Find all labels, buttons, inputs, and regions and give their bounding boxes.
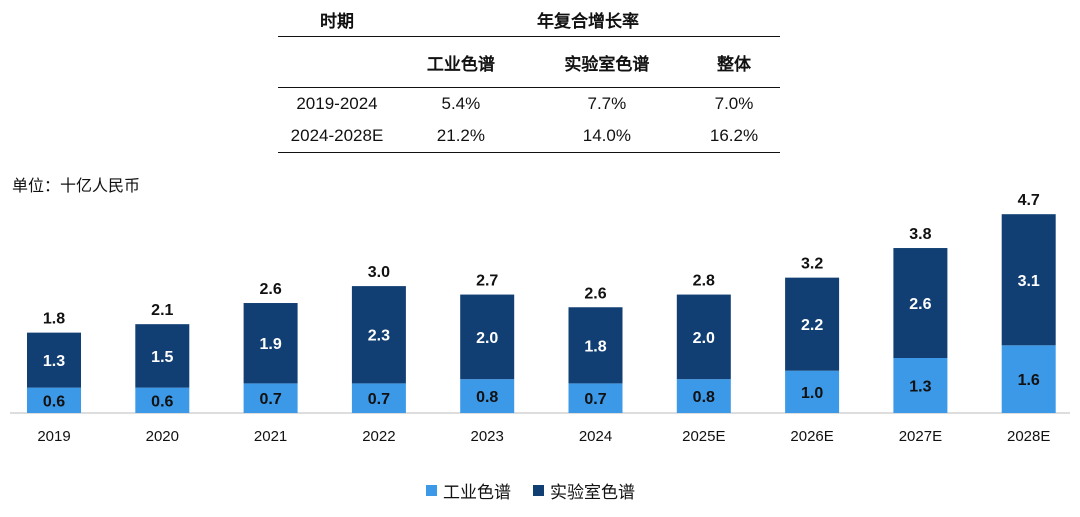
- sub-header-laboratory: 实验室色谱: [525, 36, 688, 88]
- data-label-total: 4.7: [1018, 192, 1040, 209]
- stacked-bar-chart: 0.6 1.3 1.8 2019 0.6 1.5 2.1 2020 0.7 1.9 2.6 2021 0…: [10, 192, 1070, 445]
- bar-segment-laboratory: [676, 294, 731, 380]
- data-label-total: 3.2: [801, 256, 823, 273]
- value-cell: 5.4%: [441, 94, 481, 113]
- value-cell: 7.7%: [587, 94, 627, 113]
- bar-segment-industrial: [1001, 345, 1056, 413]
- bar-segment-industrial: [243, 383, 298, 413]
- value-cell: 7.0%: [714, 94, 754, 113]
- header-period: 时期: [278, 2, 396, 37]
- bar-segment-laboratory: [27, 332, 81, 388]
- value-cell: 16.2%: [687, 120, 780, 153]
- legend-item-laboratory: 实验室色谱: [533, 478, 635, 503]
- data-label-laboratory: 2.2: [801, 317, 823, 334]
- data-label-total: 1.8: [43, 311, 65, 328]
- sub-header-overall: 整体: [687, 36, 780, 88]
- x-tick-label: 2022: [362, 428, 395, 445]
- data-label-total: 2.6: [584, 285, 606, 302]
- data-label-total: 2.6: [259, 281, 281, 298]
- x-tick-label: 2024: [579, 428, 612, 445]
- data-label-laboratory: 2.0: [693, 330, 715, 347]
- sub-header-industrial: 工业色谱: [396, 36, 526, 88]
- data-label-laboratory: 2.6: [909, 296, 931, 313]
- period-cell: 2024-2028E: [278, 120, 396, 153]
- data-label-total: 2.1: [151, 302, 173, 319]
- value-cell: 14.0%: [525, 120, 688, 153]
- x-tick-label: 2025E: [682, 428, 725, 445]
- bar-segment-industrial: [893, 358, 948, 413]
- period-cell: 2019-2024: [296, 94, 378, 113]
- bar-segment-laboratory: [1001, 214, 1056, 346]
- bar-segment-industrial: [135, 387, 190, 413]
- data-label-laboratory: 2.3: [368, 328, 390, 345]
- legend: 工业色谱 实验室色谱: [426, 478, 635, 503]
- legend-item-industrial: 工业色谱: [426, 478, 511, 503]
- x-tick-label: 2027E: [899, 428, 942, 445]
- value-cell: 21.2%: [396, 120, 526, 153]
- data-label-total: 3.0: [368, 264, 390, 281]
- data-label-industrial: 1.6: [1018, 372, 1040, 389]
- data-label-laboratory: 1.9: [259, 336, 281, 353]
- data-label-laboratory: 1.8: [584, 338, 606, 355]
- unit-label: 单位：十亿人民币: [12, 178, 141, 195]
- legend-label-laboratory: 实验室色谱: [550, 483, 635, 502]
- bar-segment-laboratory: [785, 277, 840, 371]
- data-label-laboratory: 3.1: [1018, 273, 1040, 290]
- bar-segment-industrial: [568, 383, 623, 413]
- header-empty: [278, 36, 396, 88]
- bar-segment-industrial: [785, 370, 840, 413]
- data-label-industrial: 0.8: [693, 389, 715, 406]
- bar-segment-industrial: [351, 383, 406, 413]
- x-tick-label: 2023: [471, 428, 504, 445]
- data-label-laboratory: 1.5: [151, 349, 173, 366]
- data-label-total: 2.7: [476, 273, 498, 290]
- bar-segment-laboratory: [351, 286, 406, 384]
- table-row: 2019-2024 5.4% 7.7% 7.0%: [278, 88, 780, 121]
- bar-segment-laboratory: [568, 307, 623, 384]
- data-label-laboratory: 2.0: [476, 330, 498, 347]
- cagr-table: 时期 年复合增长率 工业色谱 实验室色谱 整体 2019-2024 5.4% 7…: [278, 2, 780, 153]
- bar-segment-laboratory: [135, 324, 190, 388]
- x-tick-label: 2026E: [790, 428, 833, 445]
- bar-segment-industrial: [27, 387, 81, 413]
- data-label-total: 2.8: [693, 273, 715, 290]
- data-label-industrial: 0.7: [259, 391, 281, 408]
- data-label-laboratory: 1.3: [43, 353, 65, 370]
- bar-segment-laboratory: [460, 294, 515, 380]
- x-tick-label: 2019: [37, 428, 70, 445]
- data-label-industrial: 0.8: [476, 389, 498, 406]
- x-tick-label: 2021: [254, 428, 287, 445]
- data-label-total: 3.8: [909, 226, 931, 243]
- x-tick-label: 2020: [146, 428, 179, 445]
- x-tick-label: 2028E: [1007, 428, 1050, 445]
- data-label-industrial: 0.7: [584, 391, 606, 408]
- data-label-industrial: 1.3: [909, 379, 931, 396]
- legend-swatch-laboratory: [533, 485, 544, 496]
- header-cagr: 年复合增长率: [396, 2, 780, 37]
- data-label-industrial: 1.0: [801, 385, 823, 402]
- bar-segment-laboratory: [243, 303, 298, 384]
- data-label-industrial: 0.6: [151, 393, 173, 410]
- legend-swatch-industrial: [426, 485, 437, 496]
- data-label-industrial: 0.6: [43, 393, 65, 410]
- bar-segment-industrial: [460, 379, 515, 413]
- legend-label-industrial: 工业色谱: [443, 483, 511, 502]
- table-row: 2024-2028E 21.2% 14.0% 16.2%: [278, 120, 780, 153]
- data-label-industrial: 0.7: [368, 391, 390, 408]
- bar-segment-laboratory: [893, 248, 948, 359]
- bar-segment-industrial: [676, 379, 731, 413]
